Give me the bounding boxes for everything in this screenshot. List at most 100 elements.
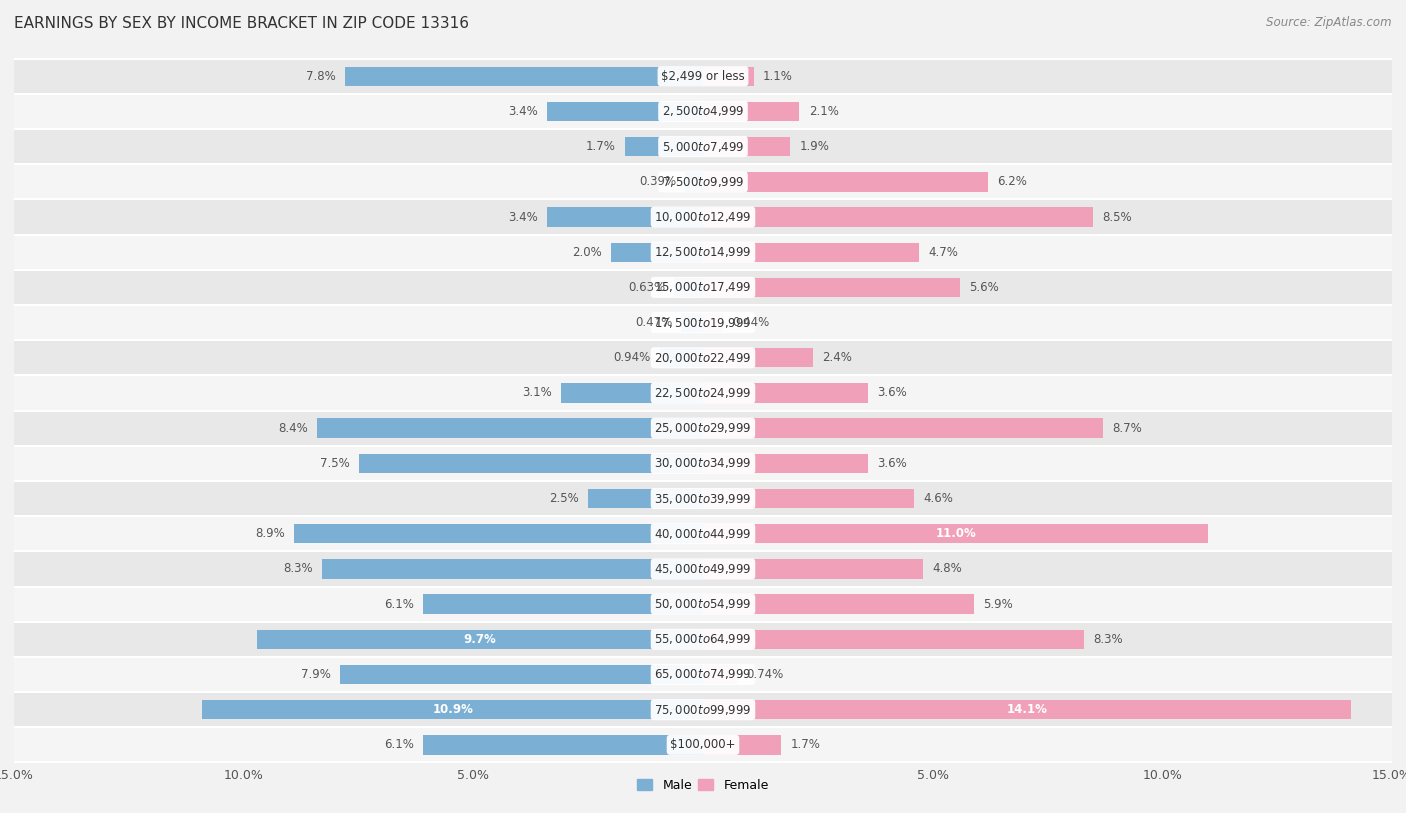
Bar [14,481,1392,516]
Text: 3.6%: 3.6% [877,457,907,470]
Text: $2,499 or less: $2,499 or less [661,70,745,83]
Bar [14,199,1392,235]
Bar [703,137,790,156]
Text: $10,000 to $12,499: $10,000 to $12,499 [654,210,752,224]
Text: $12,500 to $14,999: $12,500 to $14,999 [654,246,752,259]
Bar [561,383,703,402]
Text: $22,500 to $24,999: $22,500 to $24,999 [654,386,752,400]
Text: 3.4%: 3.4% [508,211,537,224]
Bar [703,102,800,121]
Text: 0.63%: 0.63% [627,281,665,294]
Text: 0.74%: 0.74% [747,668,783,681]
Bar [14,622,1392,657]
Bar [703,524,1208,543]
Bar [703,665,737,685]
Bar [703,348,813,367]
Bar [703,629,1084,649]
Bar [359,454,703,473]
Text: $45,000 to $49,999: $45,000 to $49,999 [654,562,752,576]
Bar [14,340,1392,376]
Bar [294,524,703,543]
Text: 3.4%: 3.4% [508,105,537,118]
Bar [703,489,914,508]
Bar [547,102,703,121]
Text: 8.3%: 8.3% [283,563,312,576]
Text: $7,500 to $9,999: $7,500 to $9,999 [662,175,744,189]
Text: 8.4%: 8.4% [278,422,308,435]
Legend: Male, Female: Male, Female [633,774,773,797]
Bar [612,242,703,262]
Bar [14,411,1392,446]
Bar [423,594,703,614]
Text: 3.1%: 3.1% [522,386,551,399]
Bar [14,164,1392,199]
Text: $50,000 to $54,999: $50,000 to $54,999 [654,597,752,611]
Bar [322,559,703,579]
Bar [14,516,1392,551]
Text: 8.3%: 8.3% [1094,633,1123,646]
Text: 1.9%: 1.9% [800,140,830,153]
Bar [14,728,1392,763]
Text: 7.5%: 7.5% [319,457,349,470]
Text: 0.47%: 0.47% [636,316,672,329]
Bar [703,242,920,262]
Text: Source: ZipAtlas.com: Source: ZipAtlas.com [1267,16,1392,29]
Bar [14,446,1392,481]
Text: 7.8%: 7.8% [307,70,336,83]
Text: $25,000 to $29,999: $25,000 to $29,999 [654,421,752,435]
Bar [703,383,869,402]
Bar [703,735,782,754]
Bar [547,207,703,227]
Text: 4.7%: 4.7% [928,246,957,259]
Bar [682,313,703,333]
Bar [340,665,703,685]
Bar [14,376,1392,411]
Bar [703,172,988,192]
Text: 0.44%: 0.44% [733,316,769,329]
Bar [14,692,1392,728]
Text: 2.0%: 2.0% [572,246,602,259]
Bar [344,67,703,86]
Text: 0.94%: 0.94% [613,351,651,364]
Text: 3.6%: 3.6% [877,386,907,399]
Bar [659,348,703,367]
Text: $2,500 to $4,999: $2,500 to $4,999 [662,104,744,119]
Bar [202,700,703,720]
Text: 14.1%: 14.1% [1007,703,1047,716]
Text: $5,000 to $7,499: $5,000 to $7,499 [662,140,744,154]
Bar [14,235,1392,270]
Bar [703,700,1351,720]
Bar [14,270,1392,305]
Text: 0.39%: 0.39% [638,176,676,189]
Bar [14,305,1392,340]
Text: $65,000 to $74,999: $65,000 to $74,999 [654,667,752,681]
Bar [318,419,703,438]
Text: 5.9%: 5.9% [983,598,1012,611]
Bar [703,594,974,614]
Text: 8.5%: 8.5% [1102,211,1132,224]
Bar [685,172,703,192]
Text: 4.6%: 4.6% [924,492,953,505]
Text: 6.2%: 6.2% [997,176,1026,189]
Text: $17,500 to $19,999: $17,500 to $19,999 [654,315,752,329]
Text: 8.7%: 8.7% [1112,422,1142,435]
Bar [14,657,1392,692]
Text: $75,000 to $99,999: $75,000 to $99,999 [654,702,752,717]
Text: 6.1%: 6.1% [384,598,413,611]
Text: 2.1%: 2.1% [808,105,838,118]
Bar [703,67,754,86]
Text: 9.7%: 9.7% [464,633,496,646]
Text: $20,000 to $22,499: $20,000 to $22,499 [654,350,752,365]
Bar [14,93,1392,129]
Text: 11.0%: 11.0% [935,527,976,540]
Bar [14,551,1392,586]
Bar [14,586,1392,622]
Bar [703,207,1094,227]
Text: 2.5%: 2.5% [550,492,579,505]
Text: 1.7%: 1.7% [790,738,820,751]
Text: 1.7%: 1.7% [586,140,616,153]
Bar [624,137,703,156]
Bar [14,59,1392,93]
Text: 10.9%: 10.9% [432,703,474,716]
Text: 1.1%: 1.1% [762,70,793,83]
